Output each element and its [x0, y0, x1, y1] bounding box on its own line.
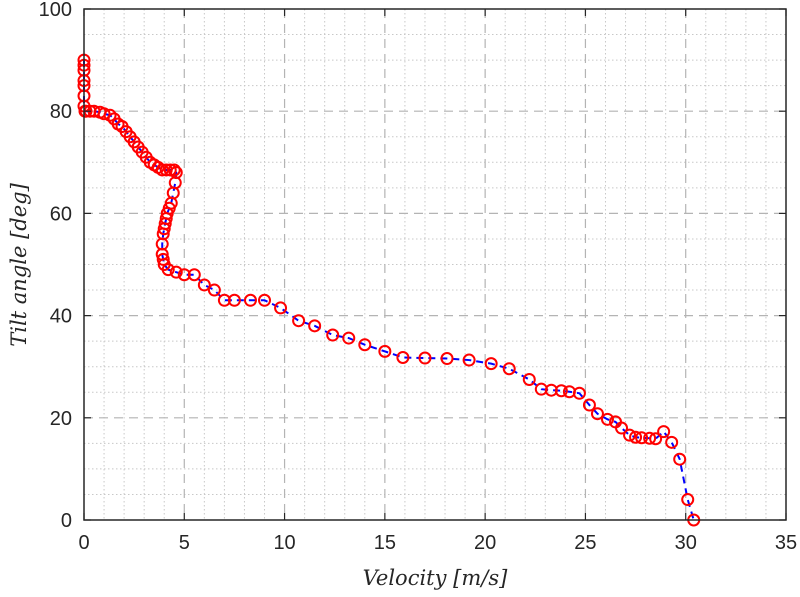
data-point-marker — [97, 107, 111, 121]
data-point-marker — [79, 104, 93, 118]
data-point-marker — [163, 163, 177, 177]
data-point-marker — [292, 314, 306, 328]
data-point-marker — [258, 293, 272, 307]
y-tick-label: 100 — [39, 0, 72, 21]
data-point-marker — [440, 352, 454, 366]
data-point-marker — [582, 398, 596, 412]
x-axis-label: Velocity [m/s] — [363, 566, 508, 590]
data-point-marker — [161, 263, 175, 277]
data-point-marker — [657, 425, 671, 439]
data-point-marker — [502, 362, 516, 376]
x-tick-label: 5 — [179, 532, 190, 554]
dashed-trend-line — [83, 60, 695, 521]
data-point-marker — [600, 412, 614, 426]
x-tick-label: 20 — [474, 532, 496, 554]
data-point-marker — [418, 351, 432, 365]
data-point-marker — [308, 319, 322, 333]
major-grid — [84, 9, 786, 520]
data-point-marker — [326, 328, 340, 342]
data-point-marker — [522, 372, 536, 386]
data-point-marker — [665, 435, 679, 449]
y-tick-label: 60 — [50, 203, 72, 225]
data-point-marker — [484, 357, 498, 371]
data-point-marker — [156, 252, 170, 266]
data-point-marker — [103, 108, 117, 122]
data-point-marker — [187, 268, 201, 282]
data-point-marker — [649, 432, 663, 446]
data-point-marker — [274, 301, 288, 315]
x-tick-label: 30 — [675, 532, 697, 554]
data-point-marker — [378, 344, 392, 358]
data-point-marker — [197, 278, 211, 292]
plot-frame — [83, 8, 787, 521]
data-point-marker — [572, 386, 586, 400]
x-tick-label: 10 — [273, 532, 295, 554]
data-point-marker — [157, 222, 171, 236]
x-tick-labels: 0 5 10 15 20 25 30 35 — [78, 532, 797, 554]
data-point-marker — [623, 428, 637, 442]
data-point-marker — [635, 431, 649, 445]
data-point-marker — [155, 163, 169, 177]
y-tick-labels: 0 20 40 60 80 100 — [39, 0, 72, 532]
data-point-marker — [629, 430, 643, 444]
x-tick-label: 25 — [574, 532, 596, 554]
data-point-marker — [227, 293, 241, 307]
data-point-marker — [615, 421, 629, 435]
data-point-marker — [342, 331, 356, 345]
y-axis-label: Tilt angle [deg] — [7, 182, 31, 346]
x-tick-label: 35 — [775, 532, 797, 554]
data-point-marker — [643, 431, 657, 445]
data-point-marker — [169, 265, 183, 279]
data-line — [83, 60, 695, 521]
y-tick-label: 80 — [50, 101, 72, 123]
data-point-marker — [396, 351, 410, 365]
y-tick-label: 20 — [50, 408, 72, 430]
data-point-marker — [358, 338, 372, 352]
x-tick-label: 0 — [78, 532, 89, 554]
data-point-marker — [167, 163, 181, 177]
data-point-marker — [462, 353, 476, 367]
minor-grid — [84, 9, 786, 520]
data-point-marker — [590, 407, 604, 421]
data-point-marker — [243, 293, 257, 307]
data-point-marker — [673, 452, 687, 466]
x-tick-label: 15 — [374, 532, 396, 554]
data-point-marker — [554, 384, 568, 398]
y-tick-label: 0 — [61, 510, 72, 532]
y-tick-label: 40 — [50, 306, 72, 328]
axis-ticks — [83, 8, 787, 521]
data-point-marker — [207, 283, 221, 297]
data-point-marker — [681, 493, 695, 507]
